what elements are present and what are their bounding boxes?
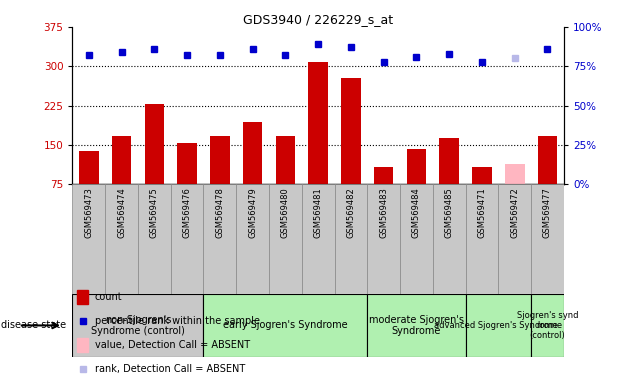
Bar (400, 184, 433, 294)
Text: rank, Detection Call = ABSENT: rank, Detection Call = ABSENT (94, 364, 245, 374)
Bar (466, 184, 498, 294)
Bar (374, 167, 394, 184)
Text: early Sjogren's Syndrome: early Sjogren's Syndrome (223, 320, 348, 331)
Bar (308, 62, 328, 184)
Text: disease state: disease state (1, 320, 66, 331)
Bar (203, 184, 236, 294)
Bar (79, 151, 99, 184)
Text: GSM569475: GSM569475 (150, 188, 159, 238)
Bar (335, 184, 367, 294)
Bar (243, 122, 263, 184)
Bar (171, 184, 203, 294)
Bar (367, 294, 466, 357)
Bar (531, 184, 564, 294)
Bar (341, 78, 361, 184)
Bar (77, 338, 88, 352)
Text: non-Sjogren's
Syndrome (control): non-Sjogren's Syndrome (control) (91, 314, 185, 336)
Bar (302, 184, 335, 294)
Text: advanced Sjogren's Syndrome: advanced Sjogren's Syndrome (434, 321, 563, 330)
Bar (105, 184, 138, 294)
Bar (275, 136, 295, 184)
Bar (439, 138, 459, 184)
Bar (406, 149, 427, 184)
Bar (77, 290, 88, 304)
Text: moderate Sjogren's
Syndrome: moderate Sjogren's Syndrome (369, 314, 464, 336)
Bar (138, 184, 171, 294)
Bar (472, 167, 492, 184)
Text: GSM569481: GSM569481 (314, 188, 323, 238)
Text: GSM569478: GSM569478 (215, 188, 224, 238)
Bar (72, 294, 203, 357)
Text: GSM569483: GSM569483 (379, 188, 388, 238)
Bar (210, 136, 230, 184)
Bar (236, 184, 269, 294)
Bar (72, 184, 105, 294)
Text: GSM569484: GSM569484 (412, 188, 421, 238)
Text: GSM569471: GSM569471 (478, 188, 486, 238)
Text: GSM569474: GSM569474 (117, 188, 126, 238)
Bar (144, 104, 164, 184)
Text: count: count (94, 292, 122, 302)
Bar (498, 184, 531, 294)
Title: GDS3940 / 226229_s_at: GDS3940 / 226229_s_at (243, 13, 393, 26)
Text: GSM569485: GSM569485 (445, 188, 454, 238)
Text: percentile rank within the sample: percentile rank within the sample (94, 316, 260, 326)
Bar (531, 294, 564, 357)
Bar (367, 184, 400, 294)
Bar (466, 294, 531, 357)
Text: GSM569479: GSM569479 (248, 188, 257, 238)
Bar (269, 184, 302, 294)
Bar (433, 184, 466, 294)
Text: GSM569480: GSM569480 (281, 188, 290, 238)
Text: GSM569473: GSM569473 (84, 188, 93, 238)
Text: GSM569472: GSM569472 (510, 188, 519, 238)
Text: Sjogren's synd
rome
(control): Sjogren's synd rome (control) (517, 311, 578, 340)
Bar (537, 136, 558, 184)
Bar (505, 164, 525, 184)
Text: GSM569482: GSM569482 (346, 188, 355, 238)
Bar (177, 143, 197, 184)
Text: GSM569477: GSM569477 (543, 188, 552, 238)
Text: value, Detection Call = ABSENT: value, Detection Call = ABSENT (94, 340, 249, 350)
Bar (112, 136, 132, 184)
Bar (203, 294, 367, 357)
Text: GSM569476: GSM569476 (183, 188, 192, 238)
